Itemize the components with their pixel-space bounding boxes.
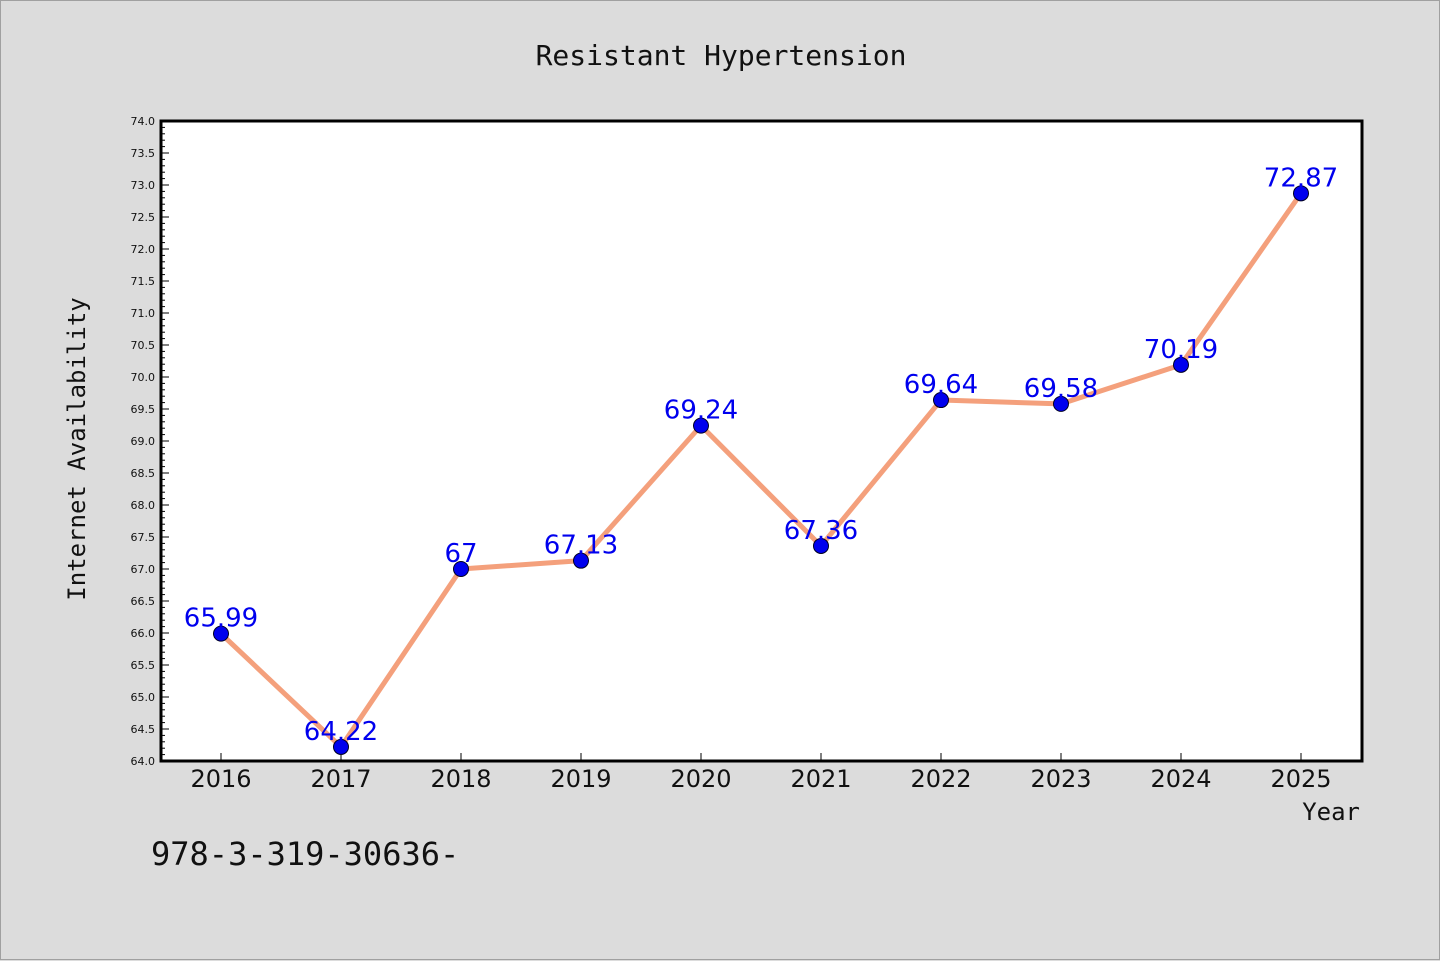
data-label: 64.22 [304,717,378,747]
data-label: 65.99 [184,604,258,634]
y-tick-label: 66.0 [131,627,156,640]
data-point [213,625,229,642]
x-tick-label: 2016 [190,765,251,793]
data-point [933,392,949,409]
data-label: 69.24 [664,396,738,426]
x-axis-label: Year [1302,798,1360,826]
x-axis: 2016 2017 2018 2019 2020 2021 2022 2023 2024 2025 [190,753,1332,793]
y-tick-label: 70.0 [131,371,156,384]
data-label: 69.58 [1024,374,1098,404]
y-tick-label: 74.0 [131,115,156,128]
x-tick-label: 2017 [310,765,371,793]
x-tick-label: 2023 [1030,765,1091,793]
x-tick-label: 2025 [1270,765,1331,793]
y-tick-label: 72.5 [131,211,156,224]
data-label: 67.13 [544,531,618,561]
y-tick-label: 70.5 [131,339,156,352]
y-tick-label: 65.5 [131,659,156,672]
y-axis-label: Internet Availability [63,297,91,600]
y-tick-label: 71.0 [131,307,156,320]
data-point [813,537,829,554]
y-tick-label: 64.5 [131,723,156,736]
data-label: 67.36 [784,516,858,546]
y-axis: 64.0 64.5 65.0 65.5 66.0 66.5 67.0 67.5 68.0 68.5… [131,115,169,768]
y-tick-label: 68.0 [131,499,156,512]
y-tick-label: 68.5 [131,467,156,480]
x-tick-label: 2020 [670,765,731,793]
x-tick-label: 2022 [910,765,971,793]
footer-text: 978-3-319-30636- [151,835,459,873]
chart-title: Resistant Hypertension [536,39,907,72]
y-tick-label: 69.0 [131,435,156,448]
y-tick-label: 69.5 [131,403,156,416]
y-tick-label: 66.5 [131,595,156,608]
data-label: 67 [444,539,477,569]
data-point [693,417,709,434]
y-tick-label: 71.5 [131,275,156,288]
y-tick-label: 73.5 [131,147,156,160]
y-tick-label: 65.0 [131,691,156,704]
y-tick-label: 72.0 [131,243,156,256]
y-tick-label: 64.0 [131,755,156,768]
data-label: 70.19 [1144,335,1218,365]
data-label: 72.87 [1264,163,1338,193]
plot-area [159,119,1364,763]
x-tick-label: 2024 [1150,765,1211,793]
data-point [333,738,349,755]
x-tick-label: 2018 [430,765,491,793]
series-group: 65.99 64.22 67 67.13 69.24 67.36 69.64 69.58 70.… [184,163,1338,755]
x-tick-label: 2019 [550,765,611,793]
y-tick-label: 73.0 [131,179,156,192]
y-tick-label: 67.0 [131,563,156,576]
data-point [453,561,469,577]
data-point [573,552,589,569]
data-point [1293,185,1309,202]
data-label: 69.64 [904,370,978,400]
x-tick-label: 2021 [790,765,851,793]
series-line [219,191,1304,750]
data-point [1053,395,1069,412]
y-tick-label: 67.5 [131,531,156,544]
data-point [1173,356,1189,373]
